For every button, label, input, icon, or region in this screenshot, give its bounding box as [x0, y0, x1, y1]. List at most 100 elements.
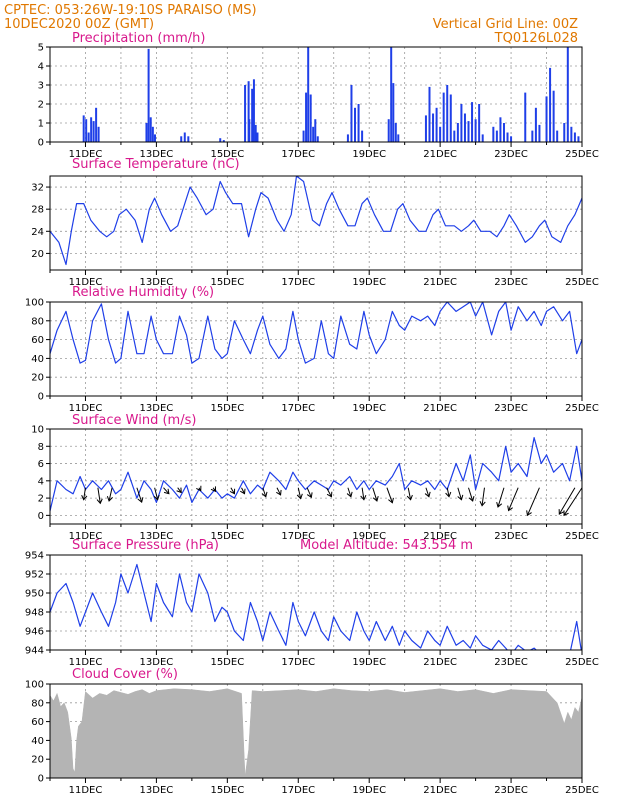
pres-xtick-label: 17DEC: [281, 657, 315, 668]
precip-bar: [481, 134, 484, 142]
wind-xtick-label: 11DEC: [69, 531, 103, 542]
precip-bar: [510, 136, 513, 142]
cloud-area: [50, 688, 582, 778]
temp-xtick-label: 19DEC: [352, 277, 386, 288]
precip-bar: [392, 83, 395, 142]
precip-bar: [463, 113, 466, 142]
precip-bar: [302, 130, 305, 142]
precip-bar: [95, 107, 98, 142]
wind-vector: [261, 487, 268, 498]
wind-xtick-label: 15DEC: [210, 531, 244, 542]
temp-xtick-label: 23DEC: [494, 277, 528, 288]
wind-vector: [106, 487, 113, 502]
precip-bar: [307, 47, 310, 142]
rh-ytick-label: 100: [25, 298, 44, 309]
precip-xtick-label: 23DEC: [494, 149, 528, 160]
precip-bar: [97, 126, 100, 142]
cloud-panel: Cloud Cover (%) 0 20 40 60 80 100 11DEC 13DEC 15D…: [25, 667, 599, 796]
precip-bar: [538, 124, 541, 142]
wind-vector: [386, 487, 394, 504]
wind-xtick-label: 17DEC: [281, 531, 315, 542]
precip-bar: [85, 119, 88, 142]
temp-title: Surface Temperature (nC): [72, 157, 240, 172]
precip-bar: [499, 117, 502, 142]
rh-xtick-label: 19DEC: [352, 403, 386, 414]
cloud-xtick-label: 17DEC: [281, 785, 315, 796]
wind-ytick-label: 4: [38, 476, 44, 487]
wind-vector: [136, 487, 144, 504]
wind-vector: [229, 487, 236, 495]
pres-xtick-label: 11DEC: [69, 657, 103, 668]
wind-vector: [360, 487, 367, 501]
cloud-frame: [49, 683, 583, 779]
precip-bar: [446, 85, 449, 142]
precip-bar: [92, 121, 95, 142]
temp-xtick-label: 25DEC: [565, 277, 599, 288]
precip-xtick-label: 21DEC: [423, 149, 457, 160]
rh-line: [50, 302, 582, 364]
precip-bar: [471, 102, 474, 142]
cloud-ytick-label: 100: [25, 680, 44, 691]
precip-bar: [145, 123, 148, 142]
pres-ytick-label: 948: [25, 608, 44, 619]
precip-bar: [456, 123, 459, 142]
precip-bar: [552, 90, 555, 142]
rh-ytick-label: 80: [31, 316, 44, 327]
cloud-ytick-label: 0: [38, 774, 44, 785]
precip-bar: [474, 119, 477, 142]
rh-xtick-label: 21DEC: [423, 403, 457, 414]
rh-xtick-label: 23DEC: [494, 403, 528, 414]
wind-vector: [424, 487, 431, 498]
precip-bar: [316, 136, 319, 142]
pres-note: Model Altitude: 543.554 m: [300, 538, 473, 553]
precip-bar: [460, 104, 463, 142]
wind-xtick-label: 25DEC: [565, 531, 599, 542]
temp-xtick-label: 11DEC: [69, 277, 103, 288]
wind-ytick-label: 10: [31, 425, 44, 436]
pres-ytick-label: 954: [25, 551, 44, 562]
pres-ytick-label: 950: [25, 589, 44, 600]
temp-xtick-label: 21DEC: [423, 277, 457, 288]
precip-bar: [219, 138, 222, 142]
pres-xtick-label: 19DEC: [352, 657, 386, 668]
precip-bar: [439, 126, 442, 142]
wind-vector: [445, 487, 452, 498]
precip-bar: [573, 132, 576, 142]
wind-vector: [210, 486, 217, 493]
wind-vector: [306, 487, 313, 499]
precip-bar: [180, 136, 183, 142]
precip-panel: Precipitation (mm/h) 0 1 2 3 4 5 11DEC 13DEC 15DE…: [38, 31, 599, 160]
cloud-ytick-label: 60: [31, 717, 44, 728]
precip-ytick-label: 3: [38, 81, 44, 92]
precip-title: Precipitation (mm/h): [72, 31, 205, 46]
precip-bar: [495, 130, 498, 142]
precip-ytick-label: 1: [38, 119, 44, 130]
cloud-xtick-label: 25DEC: [565, 785, 599, 796]
wind-ytick-label: 6: [38, 459, 44, 470]
wind-vector: [153, 487, 160, 501]
precip-xtick-label: 19DEC: [352, 149, 386, 160]
precip-bar: [244, 85, 247, 142]
precip-bar: [312, 126, 315, 142]
precip-xtick-label: 13DEC: [140, 149, 174, 160]
rh-panel: Relative Humidity (%) 0 20 40 60 80 100 11DEC 13…: [25, 285, 599, 414]
wind-title: Surface Wind (m/s): [72, 413, 196, 428]
temp-line: [50, 176, 582, 266]
precip-bar: [387, 119, 390, 142]
precip-bar: [394, 123, 397, 142]
wind-vector: [239, 487, 246, 495]
precip-xtick-label: 17DEC: [281, 149, 315, 160]
wind-vector: [326, 487, 333, 498]
pres-ytick-label: 946: [25, 627, 44, 638]
precip-xtick-label: 15DEC: [210, 149, 244, 160]
pres-xtick-label: 25DEC: [565, 657, 599, 668]
precip-bar: [545, 96, 548, 142]
wind-vector: [563, 487, 582, 517]
wind-xtick-label: 13DEC: [140, 531, 174, 542]
wind-vector: [96, 487, 103, 505]
temp-xtick-label: 17DEC: [281, 277, 315, 288]
pres-ytick-label: 944: [25, 646, 44, 657]
wind-vector: [81, 487, 88, 501]
precip-bar: [390, 47, 393, 142]
rh-xtick-label: 17DEC: [281, 403, 315, 414]
